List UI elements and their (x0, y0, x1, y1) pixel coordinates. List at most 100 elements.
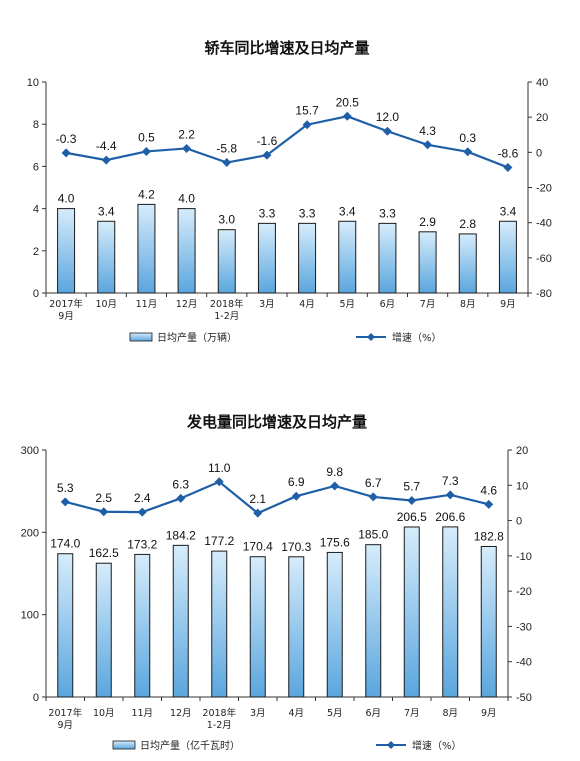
bar-value-label: 177.2 (204, 534, 234, 548)
line-point (60, 497, 70, 507)
category-label: 5月 (327, 708, 343, 719)
line-point (445, 490, 455, 500)
right-tick-label: -10 (516, 551, 532, 563)
legend-bar-swatch (112, 740, 136, 750)
right-tick-label: -50 (516, 692, 532, 704)
bar (211, 550, 228, 698)
line-point (503, 162, 513, 172)
category-label: 4月 (299, 299, 315, 310)
line-point (137, 507, 147, 517)
category-label: 3月 (250, 708, 266, 719)
line-point (463, 147, 473, 157)
line-point (262, 150, 272, 160)
chart-1: 轿车同比增速及日均产量 0 2 4 6 8 10 -80 -60 -40 -20 0 20 40 2017年… (27, 39, 552, 344)
legend-line-label: 增速（%） (412, 739, 462, 752)
right-tick-label: -60 (536, 253, 552, 265)
right-tick-label: 20 (536, 112, 548, 124)
legend-line-marker (387, 741, 395, 749)
right-tick-label: -20 (536, 183, 552, 195)
chart-title: 发电量同比增速及日均产量 (186, 413, 367, 431)
line-point (182, 143, 192, 153)
line-point (330, 481, 340, 491)
line-value-label: 5.3 (57, 481, 74, 495)
category-label: 6月 (380, 299, 396, 310)
bar (172, 544, 189, 698)
bar (378, 222, 397, 294)
line-value-label: 0.3 (459, 131, 476, 145)
bar (442, 526, 459, 698)
growth-line (65, 115, 509, 169)
category-label: 9月 (500, 299, 516, 310)
line-point (484, 499, 494, 509)
bar (403, 526, 420, 698)
line-value-label: -8.6 (498, 146, 519, 160)
category-label: 4月 (288, 708, 304, 719)
bar-value-label: 3.0 (218, 213, 235, 227)
right-tick-label: 20 (516, 445, 528, 457)
bar-value-label: 182.8 (474, 529, 504, 543)
bar-value-label: 4.2 (138, 187, 155, 201)
bar (338, 220, 357, 294)
bar-value-label: 173.2 (127, 537, 157, 551)
legend-bar-swatch (129, 332, 153, 342)
bar-value-label: 175.6 (320, 535, 350, 549)
line-value-label: 4.3 (419, 124, 436, 138)
line-point (342, 111, 352, 121)
category-label: 1-2月 (214, 311, 239, 322)
category-label: 8月 (460, 299, 476, 310)
right-tick-label: -40 (516, 657, 532, 669)
line-value-label: 6.7 (365, 476, 382, 490)
bar (288, 556, 305, 698)
line-value-label: -5.8 (216, 142, 237, 156)
right-tick-label: -30 (516, 621, 532, 633)
line-value-label: 2.2 (178, 127, 195, 141)
bar-value-label: 162.5 (89, 546, 119, 560)
right-tick-label: -80 (536, 288, 552, 300)
category-label: 12月 (176, 299, 198, 310)
bar (137, 203, 156, 294)
line-point (407, 495, 417, 505)
legend-line-label: 增速（%） (392, 331, 442, 344)
line-value-label: 6.9 (288, 475, 305, 489)
category-label: 11月 (131, 708, 153, 719)
line-point (214, 477, 224, 487)
category-label: 7月 (404, 708, 420, 719)
category-label: 2018年 (202, 707, 236, 719)
line-point (101, 155, 111, 165)
line-point (61, 148, 71, 158)
legend: 日均产量（万辆） 增速（%） (129, 331, 442, 344)
line-value-label: 15.7 (295, 104, 319, 118)
legend: 日均产量（亿千瓦时） 增速（%） (112, 739, 462, 752)
chart-2: 发电量同比增速及日均产量 0 100 200 300 -50 -40 -30 -20 -10 0 10… (21, 413, 532, 752)
line-value-label: 2.5 (95, 491, 112, 505)
left-tick-label: 2 (33, 246, 39, 258)
bar (177, 208, 196, 294)
line-value-label: 6.3 (172, 477, 189, 491)
line-value-label: 7.3 (442, 474, 459, 488)
left-tick-label: 300 (21, 445, 39, 457)
bar (298, 222, 317, 294)
legend-line-marker (367, 333, 375, 341)
chart-title: 轿车同比增速及日均产量 (204, 39, 369, 57)
left-tick-label: 0 (33, 692, 39, 704)
line-point (423, 140, 433, 150)
bar-value-label: 174.0 (50, 537, 80, 551)
line-value-label: 2.1 (249, 492, 266, 506)
bar-value-label: 206.5 (397, 510, 427, 524)
bar (95, 562, 112, 698)
category-label: 2018年 (210, 298, 244, 310)
right-tick-label: 40 (536, 77, 548, 89)
category-label: 7月 (420, 299, 436, 310)
category-label: 3月 (259, 299, 275, 310)
left-tick-label: 0 (33, 288, 39, 300)
category-label: 10月 (93, 708, 115, 719)
line-point (176, 493, 186, 503)
right-tick-label: -20 (516, 586, 532, 598)
line-value-label: 20.5 (336, 95, 360, 109)
category-label: 10月 (95, 299, 117, 310)
left-tick-label: 8 (33, 119, 39, 131)
bar-value-label: 2.8 (459, 217, 476, 231)
left-tick-label: 200 (21, 527, 39, 539)
right-tick-label: -40 (536, 218, 552, 230)
